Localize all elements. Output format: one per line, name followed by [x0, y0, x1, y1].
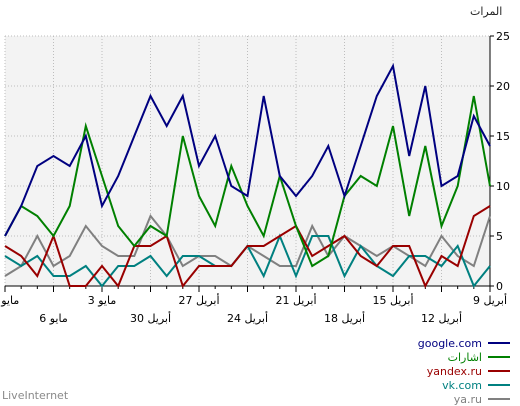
x-tick-label: 30 أبريل: [130, 311, 171, 325]
legend-item: اشارات: [448, 350, 510, 364]
legend-swatch: [488, 370, 510, 372]
x-tick-label: 6 مايو: [39, 312, 68, 325]
series-line-yandex-ru: [4, 205, 491, 289]
x-tick-label: 24 أبريل: [227, 311, 268, 325]
x-tick-label: 15 أبريل: [372, 293, 413, 307]
legend-item: vk.com: [442, 378, 510, 392]
legend-item: yandex.ru: [427, 364, 510, 378]
footer-brand: LiveInternet: [2, 389, 69, 402]
y-tick-label: 10: [496, 180, 510, 193]
legend-item: google.com: [418, 336, 510, 350]
legend-label: ya.ru: [453, 392, 482, 406]
y-tick-label: 0: [496, 280, 503, 293]
legend-swatch: [488, 342, 510, 344]
series-line--: [4, 95, 491, 268]
legend-swatch: [488, 356, 510, 358]
y-tick-label: 25: [496, 30, 510, 43]
y-axis-label: المرات: [470, 5, 503, 18]
plot-area: [5, 36, 490, 286]
legend-swatch: [488, 398, 510, 400]
y-tick-label: 15: [496, 130, 510, 143]
legend-label: vk.com: [442, 378, 482, 392]
y-tick-label: 20: [496, 80, 510, 93]
y-tick-label: 5: [496, 230, 503, 243]
legend-label: yandex.ru: [426, 364, 482, 378]
legend-swatch: [488, 384, 510, 386]
x-tick-label: 21 أبريل: [275, 293, 316, 307]
x-tick-label: 9 مايو: [0, 294, 19, 307]
series-line-google-com: [4, 63, 491, 237]
x-tick-label: 3 مايو: [88, 294, 117, 307]
x-tick-label: 9 أبريل: [473, 293, 507, 307]
legend-item: ya.ru: [454, 392, 510, 406]
x-tick-label: 18 أبريل: [324, 311, 365, 325]
legend-label: google.com: [417, 336, 482, 350]
legend-label: اشارات: [447, 350, 482, 364]
x-tick-label: 12 أبريل: [421, 311, 462, 325]
x-tick-label: 27 أبريل: [178, 293, 219, 307]
